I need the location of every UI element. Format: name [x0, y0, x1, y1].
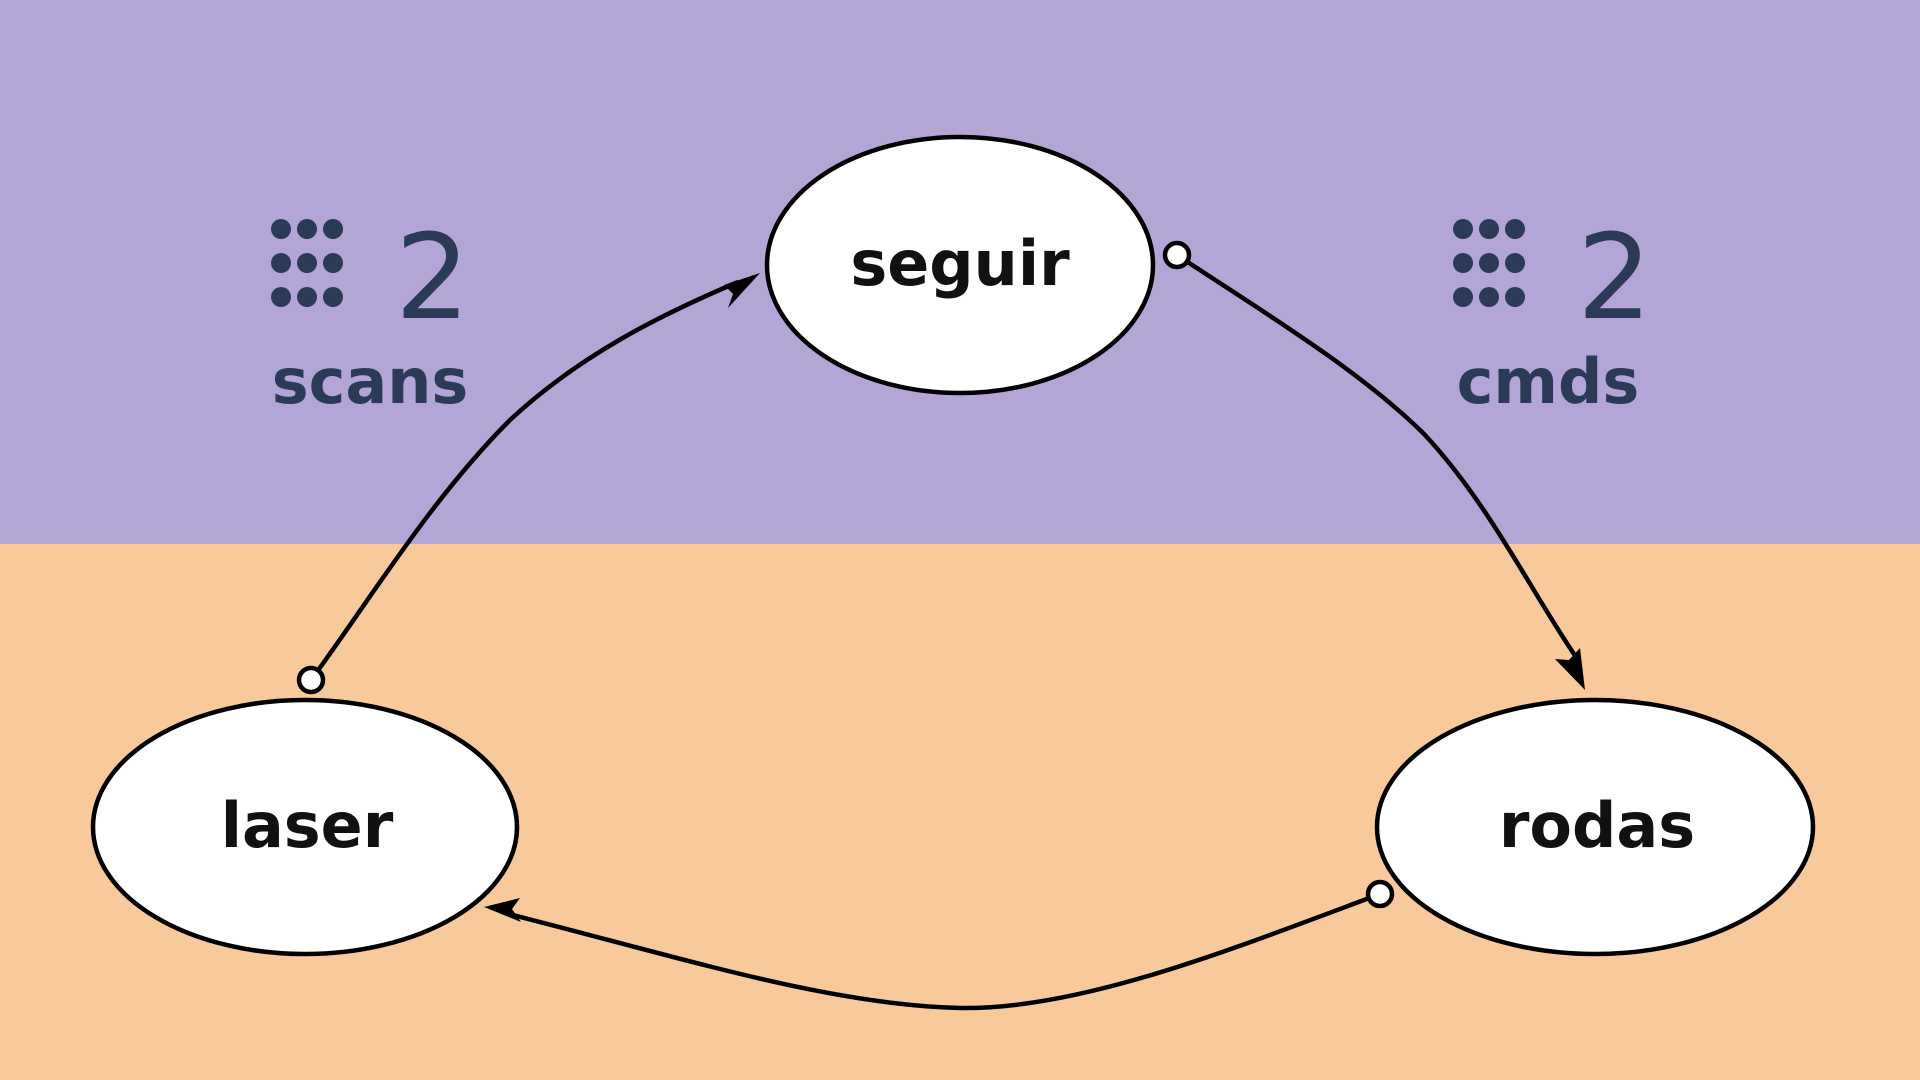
grid-dot	[1479, 219, 1499, 239]
node-laser-label: laser	[221, 789, 394, 862]
edge-rodas-to-laser	[484, 879, 1395, 1011]
grid-dot	[271, 287, 291, 307]
topic-badge-cmds: 2 cmds	[1453, 208, 1652, 418]
topic-cmds-count: 2	[1577, 208, 1652, 346]
grid-dot	[323, 287, 343, 307]
node-rodas-label: rodas	[1499, 789, 1695, 862]
grid-dot	[1479, 287, 1499, 307]
grid-dot	[1505, 253, 1525, 273]
grid-dots-icon	[1453, 219, 1525, 307]
topic-scans-label: scans	[272, 345, 469, 418]
source-circle-laser	[296, 665, 326, 695]
arrowhead-rodas	[1555, 648, 1585, 690]
grid-dot	[1505, 287, 1525, 307]
grid-dot	[1479, 253, 1499, 273]
source-circle-rodas	[1365, 879, 1395, 909]
topic-cmds-label: cmds	[1457, 345, 1640, 418]
node-laser[interactable]: laser	[90, 697, 520, 957]
node-seguir[interactable]: seguir	[764, 134, 1156, 396]
grid-dot	[1505, 219, 1525, 239]
node-seguir-ellipse	[764, 134, 1156, 396]
edge-seguir-rodas-line	[1175, 253, 1580, 662]
edge-rodas-laser-line	[504, 891, 1381, 1011]
grid-dot	[323, 253, 343, 273]
source-circle-seguir	[1162, 240, 1192, 270]
grid-dot	[297, 253, 317, 273]
grid-dot	[297, 219, 317, 239]
node-rodas[interactable]: rodas	[1374, 697, 1816, 957]
grid-dot	[271, 253, 291, 273]
grid-dot	[1453, 253, 1473, 273]
edge-laser-to-seguir	[296, 273, 760, 695]
node-rodas-ellipse	[1374, 697, 1816, 957]
arrowhead-laser	[484, 898, 521, 922]
grid-dot	[1453, 287, 1473, 307]
grid-dot	[297, 287, 317, 307]
node-laser-ellipse	[90, 697, 520, 957]
edge-seguir-to-rodas	[1162, 240, 1585, 690]
grid-dot	[1453, 219, 1473, 239]
topic-badge-scans: 2 scans	[271, 208, 470, 418]
grid-dot	[271, 219, 291, 239]
topic-scans-count: 2	[395, 208, 470, 346]
grid-dots-icon	[271, 219, 343, 307]
grid-dot	[323, 219, 343, 239]
node-seguir-label: seguir	[850, 227, 1070, 300]
edge-laser-seguir-line	[309, 279, 739, 682]
arrowhead-seguir	[724, 273, 760, 308]
